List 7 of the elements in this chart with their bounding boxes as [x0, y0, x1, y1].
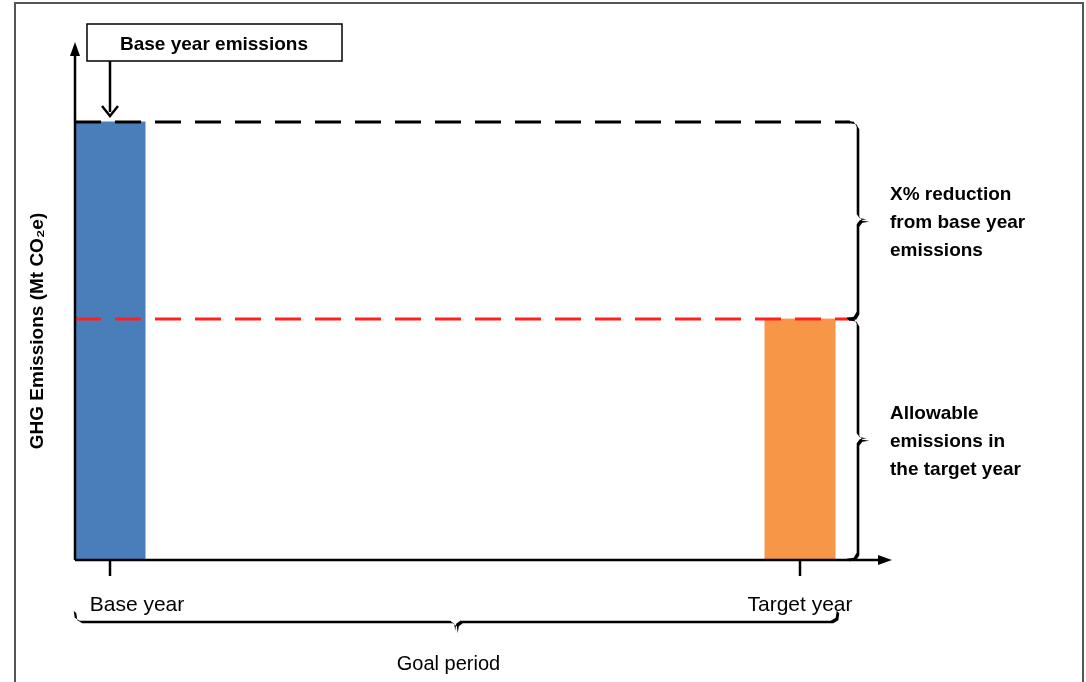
x-tick-label: Target year — [747, 592, 853, 615]
y-axis-title: GHG Emissions (Mt CO₂e) — [26, 212, 47, 450]
text: Allowable emissions in the target year — [890, 401, 1022, 479]
text: Goal period — [396, 652, 501, 674]
text: Base year emissions — [119, 33, 309, 54]
x-tick-label: Base year — [89, 592, 185, 615]
text: X% reduction from base year emissions — [890, 182, 1026, 260]
